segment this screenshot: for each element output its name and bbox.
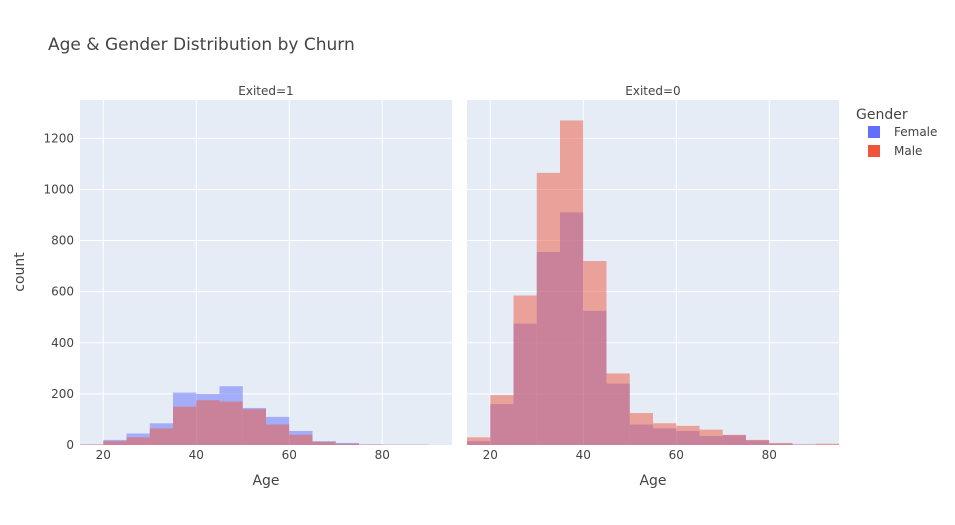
bar-male	[103, 441, 127, 445]
bars-exited-0	[467, 120, 839, 446]
bar-male	[746, 439, 770, 445]
facet-label-exited-1: Exited=1	[238, 84, 293, 98]
bar-male	[266, 424, 290, 445]
legend-swatch-female	[868, 126, 880, 138]
grid-exited-1	[80, 100, 452, 445]
y-axis-ticks: 0 200 400 600 800 1000 1200	[43, 131, 74, 452]
bar-male	[359, 444, 383, 445]
x-tick-label: 80	[375, 448, 390, 462]
y-tick-label: 200	[51, 387, 74, 401]
bar-male	[699, 429, 723, 445]
y-tick-label: 800	[51, 234, 74, 248]
bar-male	[219, 401, 243, 445]
x-tick-label: 60	[282, 448, 297, 462]
legend-label-male: Male	[894, 144, 922, 158]
y-tick-label: 1200	[43, 131, 74, 145]
panel-exited-1: 20 40 60 80 Exited=1 Age	[80, 84, 452, 489]
bar-male	[606, 373, 630, 445]
bar-male	[560, 120, 584, 445]
x-tick-label: 80	[762, 448, 777, 462]
bars-exited-1	[80, 386, 429, 445]
legend-swatch-male	[868, 145, 880, 157]
bar-male	[335, 443, 359, 445]
bar-male	[242, 409, 266, 445]
bar-male	[653, 423, 677, 445]
y-tick-label: 1000	[43, 182, 74, 196]
bar-male	[629, 413, 653, 445]
chart-title: Age & Gender Distribution by Churn	[48, 35, 355, 55]
x-axis-title-exited-0: Age	[639, 473, 666, 489]
bar-male	[722, 434, 746, 445]
bar-male	[815, 443, 839, 445]
bar-male	[149, 428, 173, 445]
y-tick-label: 0	[66, 438, 74, 452]
bar-male	[467, 437, 491, 445]
x-tick-label: 60	[669, 448, 684, 462]
x-tick-label: 20	[96, 448, 111, 462]
bar-male	[676, 425, 700, 445]
bar-male	[289, 434, 313, 445]
xticks-exited-0: 20 40 60 80	[483, 448, 777, 462]
bar-male	[490, 395, 514, 445]
legend: Gender Female Male	[856, 107, 937, 158]
bar-male	[769, 442, 793, 445]
bar-male	[80, 444, 104, 445]
bar-male	[513, 295, 537, 445]
bar-male	[583, 261, 607, 445]
y-axis-title: count	[12, 252, 28, 292]
bar-male	[536, 172, 560, 446]
plot-area-exited-1	[80, 100, 452, 445]
bar-male	[792, 444, 816, 445]
x-axis-title-exited-1: Age	[252, 473, 279, 489]
x-tick-label: 40	[576, 448, 591, 462]
legend-title: Gender	[856, 107, 908, 123]
bar-male	[312, 441, 336, 445]
bar-male	[173, 406, 197, 445]
facet-label-exited-0: Exited=0	[625, 84, 680, 98]
x-tick-label: 20	[483, 448, 498, 462]
bar-male	[126, 437, 150, 445]
x-tick-label: 40	[189, 448, 204, 462]
xticks-exited-1: 20 40 60 80	[96, 448, 390, 462]
bar-male	[196, 400, 220, 445]
y-tick-label: 600	[51, 285, 74, 299]
panel-exited-0: 20 40 60 80 Exited=0 Age	[467, 84, 839, 489]
legend-label-female: Female	[894, 125, 937, 139]
y-tick-label: 400	[51, 336, 74, 350]
